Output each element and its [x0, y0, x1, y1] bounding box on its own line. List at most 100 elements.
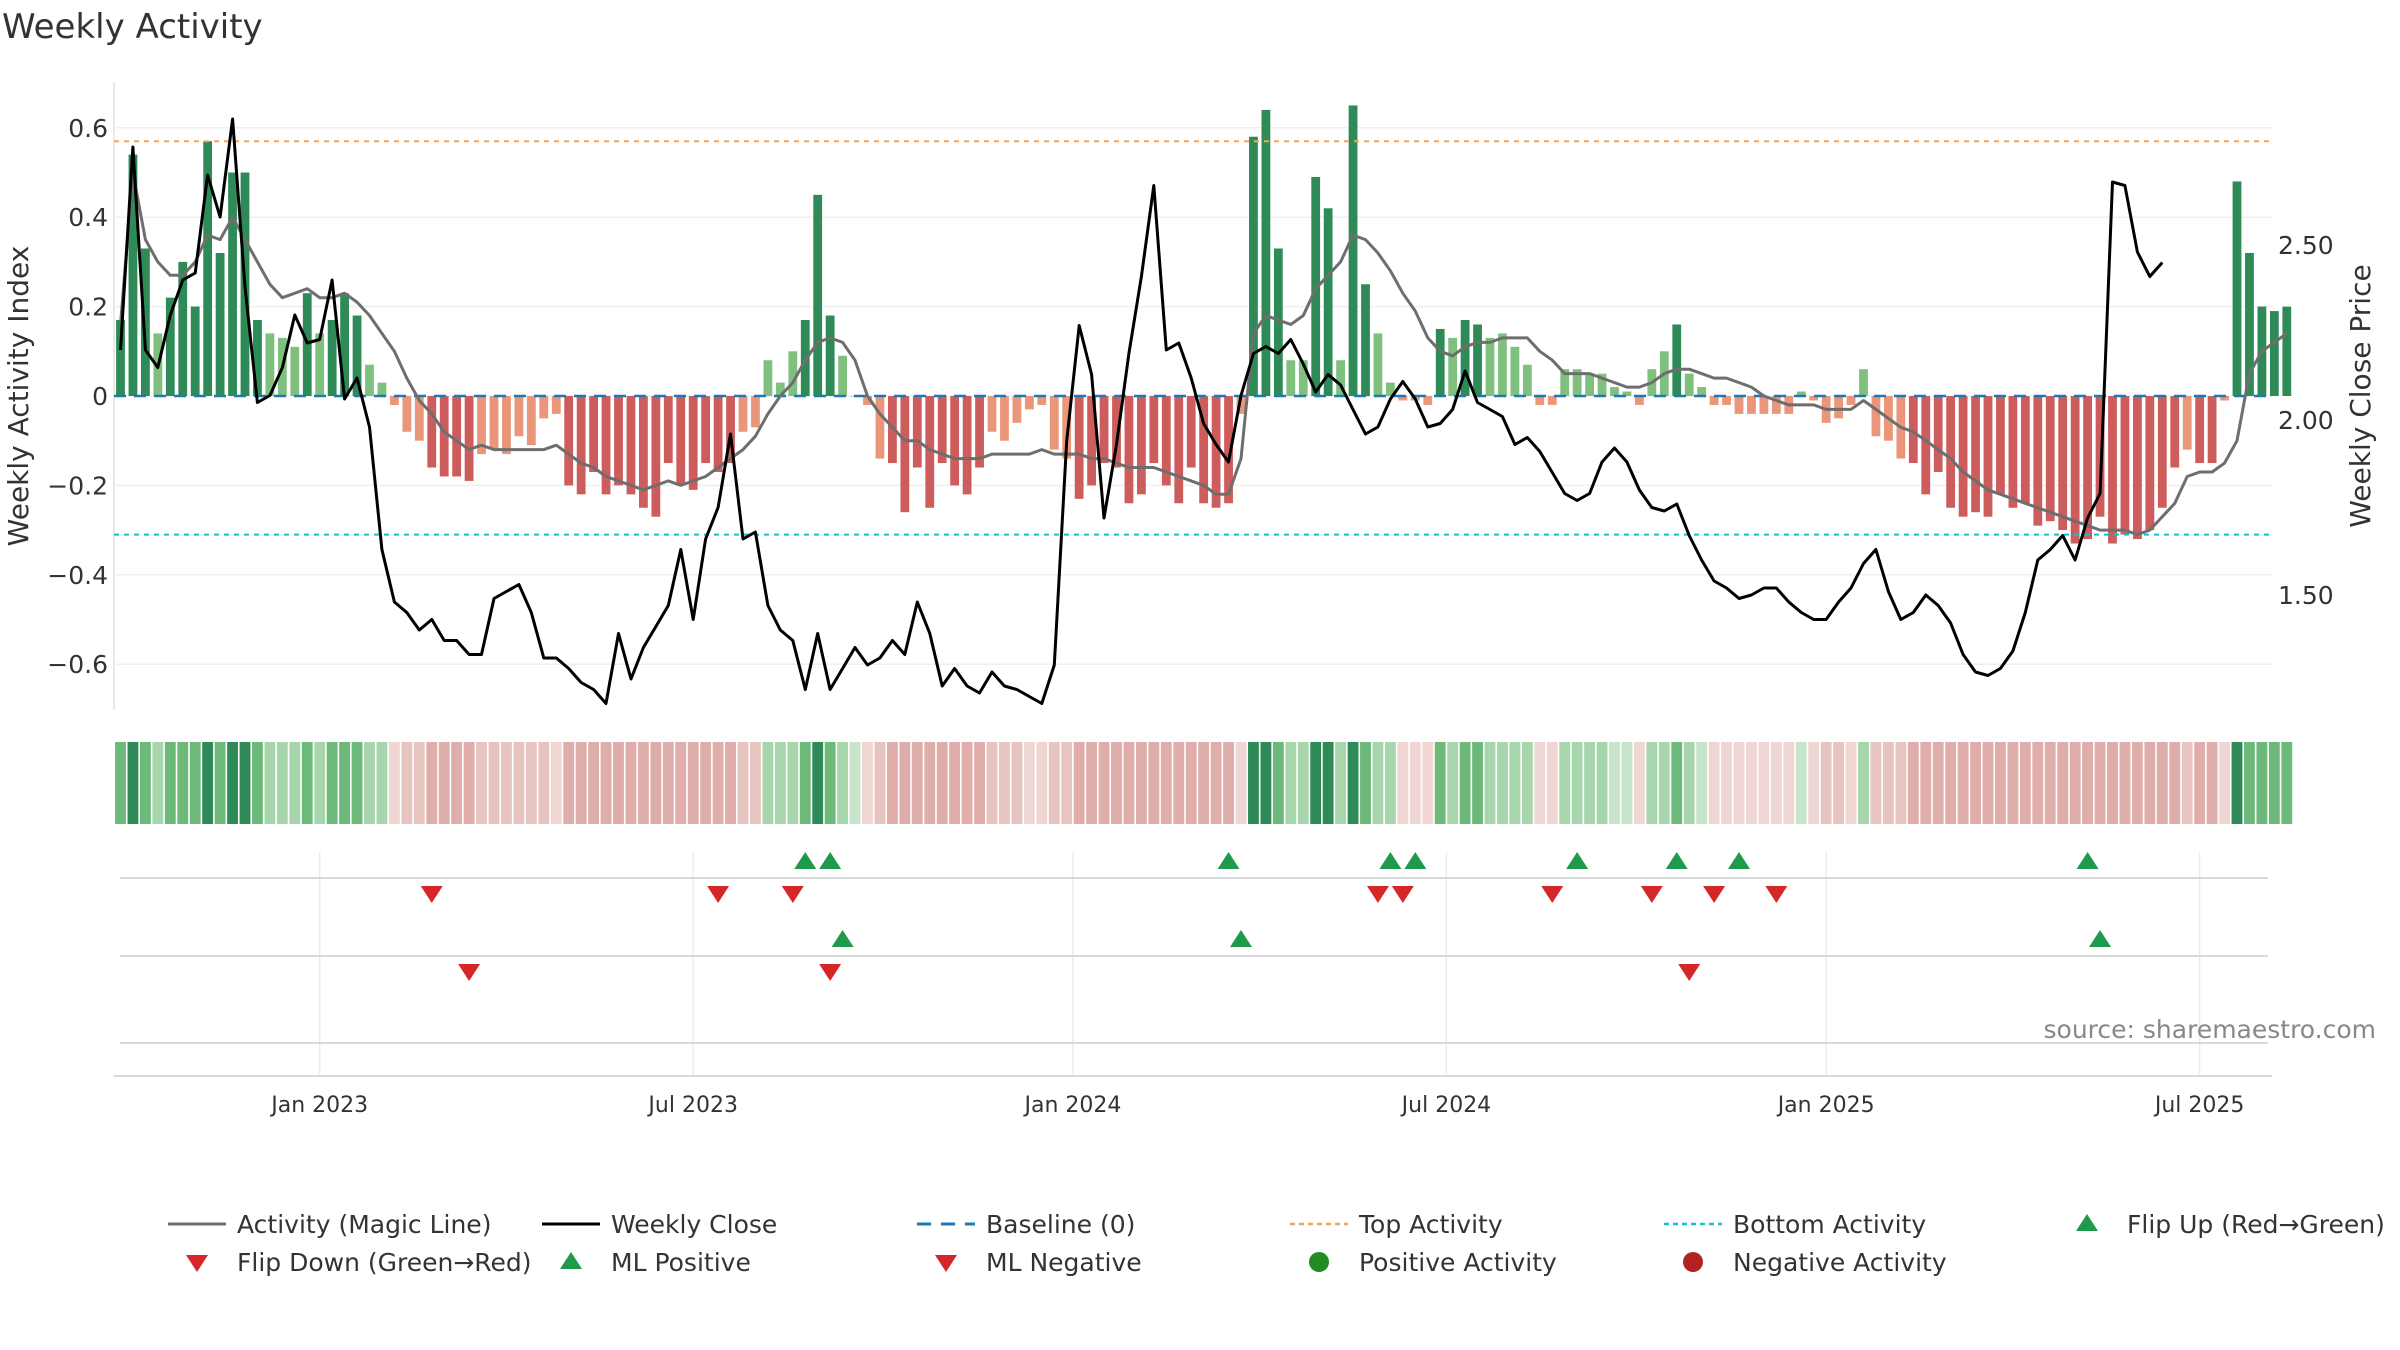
legend-label: Flip Down (Green→Red) [237, 1248, 532, 1277]
heat-cell [1746, 742, 1757, 824]
heat-cell [637, 742, 649, 824]
activity-bar [2195, 396, 2205, 464]
heat-cell [1185, 742, 1197, 824]
activity-bar [1722, 396, 1731, 405]
heat-cell [986, 742, 998, 824]
activity-bar [141, 248, 150, 396]
activity-bar [1386, 382, 1395, 396]
activity-bar [116, 320, 125, 396]
heat-cell [911, 742, 923, 824]
activity-bar [1199, 396, 1209, 504]
heat-cell [662, 742, 674, 824]
activity-bar [253, 320, 262, 396]
heat-cell [1683, 742, 1695, 824]
activity-bar [1958, 396, 1968, 517]
heat-cell [1957, 742, 1969, 824]
legend-swatch [1683, 1252, 1703, 1272]
heat-cell [1596, 742, 1608, 824]
heat-cell [1360, 742, 1371, 824]
legend-item: Negative Activity [1683, 1248, 1947, 1277]
heat-cell [837, 742, 849, 824]
heat-cell [1696, 742, 1708, 824]
heat-cell [1521, 742, 1533, 824]
activity-bar [813, 194, 823, 396]
activity-bar [352, 315, 362, 396]
activity-bar [1734, 396, 1744, 414]
y2-tick-label: 1.50 [2278, 581, 2334, 610]
heat-cell [1833, 742, 1845, 824]
legend-label: Top Activity [1358, 1210, 1503, 1239]
activity-bar [663, 396, 673, 464]
y2-tick-label: 2.50 [2278, 231, 2334, 260]
legend-item: Top Activity [1290, 1210, 1503, 1239]
activity-bar [203, 141, 213, 396]
activity-bar [327, 320, 337, 396]
heat-cell [924, 742, 936, 824]
heat-cell [1135, 742, 1147, 824]
heat-cell [1098, 742, 1110, 824]
activity-bar [2245, 252, 2254, 396]
activity-bar [1323, 208, 1333, 396]
ml-negative-marker [458, 964, 481, 981]
activity-bar [1572, 369, 1582, 396]
heat-cell [1198, 742, 1210, 824]
activity-bar [1522, 364, 1532, 396]
activity-bar [900, 396, 910, 513]
heat-cell [1820, 742, 1832, 824]
heat-cell [1173, 742, 1185, 824]
activity-bar [2232, 181, 2242, 396]
activity-bar [713, 396, 723, 472]
flip-up-marker [1217, 852, 1240, 869]
y-tick-label: −0.4 [47, 561, 108, 590]
legend-label: ML Positive [611, 1248, 751, 1277]
heat-cell [1111, 742, 1122, 824]
activity-bar [676, 396, 686, 486]
heat-cell [214, 742, 226, 824]
heat-cell [2082, 742, 2094, 824]
heat-cell [1571, 742, 1583, 824]
y-axis-label: Weekly Activity Index [2, 246, 35, 547]
activity-bar [1622, 391, 1632, 396]
heat-cell [650, 742, 662, 824]
legend-label: Weekly Close [611, 1210, 777, 1239]
heat-cell [2256, 742, 2268, 824]
activity-bar [265, 333, 275, 396]
activity-bar [190, 306, 200, 396]
signal-markers [420, 852, 2112, 981]
activity-bar [1311, 176, 1321, 396]
activity-bar [1610, 387, 1619, 396]
activity-bar [1448, 337, 1458, 396]
heat-cell [1633, 742, 1645, 824]
heat-cell [712, 742, 724, 824]
heat-cell [1995, 742, 2006, 824]
activity-bar [1186, 396, 1196, 468]
heat-cell [1646, 742, 1658, 824]
heat-cell [1484, 742, 1496, 824]
heat-cell [2281, 742, 2293, 824]
activity-bar [427, 396, 437, 468]
activity-bar [1796, 391, 1806, 396]
heat-cell [1882, 742, 1894, 824]
activity-bar [2182, 396, 2192, 450]
activity-bar [502, 396, 511, 455]
activity-bar [1074, 396, 1084, 499]
activity-bar [1597, 373, 1607, 396]
heat-cell [2194, 742, 2206, 824]
heat-cell [339, 742, 351, 824]
legend-swatch [186, 1255, 208, 1272]
heat-cell [239, 742, 251, 824]
heat-cell [1447, 742, 1459, 824]
flip-down-marker [1640, 886, 1663, 903]
heat-cell [525, 742, 537, 824]
heat-cell [1858, 742, 1869, 824]
activity-bar [1211, 396, 1221, 508]
activity-bar [1124, 396, 1134, 504]
heat-cell [1335, 742, 1347, 824]
y-tick-label: 0.2 [68, 293, 108, 322]
activity-bar [2033, 396, 2043, 526]
heat-cell [563, 742, 575, 824]
flip-down-marker [1391, 886, 1414, 903]
y-tick-label: −0.2 [47, 471, 108, 500]
heat-cell [426, 742, 438, 824]
heat-cell [862, 742, 873, 824]
